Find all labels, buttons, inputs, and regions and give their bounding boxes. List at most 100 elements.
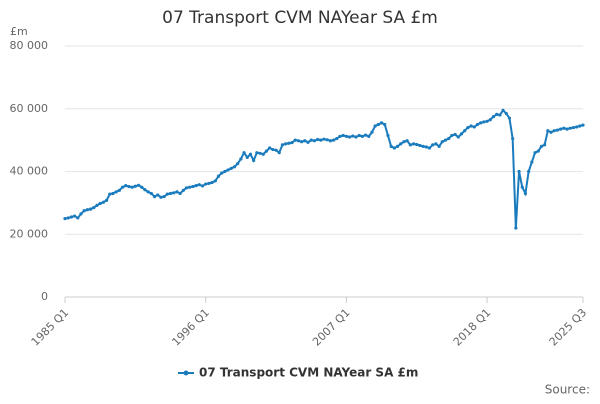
data-point	[95, 203, 99, 207]
data-point	[264, 149, 269, 153]
data-point	[274, 148, 278, 152]
data-point	[252, 158, 256, 163]
data-point	[450, 133, 454, 138]
data-point	[136, 183, 141, 187]
data-point	[559, 127, 563, 131]
data-point	[284, 142, 288, 146]
data-point	[184, 186, 189, 190]
data-point	[555, 128, 560, 132]
data-point	[472, 125, 476, 129]
data-point	[376, 122, 380, 127]
data-point	[418, 143, 422, 148]
data-point	[427, 146, 432, 150]
data-point	[475, 122, 480, 127]
data-point	[223, 169, 227, 174]
data-point	[200, 184, 205, 188]
data-point	[325, 138, 329, 142]
data-point	[434, 142, 438, 146]
data-point	[351, 134, 355, 138]
data-point	[300, 140, 304, 144]
data-point	[178, 191, 182, 196]
data-point	[546, 129, 550, 133]
data-point	[245, 155, 249, 159]
data-point	[347, 135, 352, 139]
data-point	[479, 121, 483, 125]
data-point	[261, 152, 265, 156]
data-point	[124, 184, 128, 188]
data-point	[437, 144, 441, 148]
data-point	[495, 112, 499, 116]
data-point	[232, 165, 237, 169]
data-point	[143, 188, 147, 192]
data-point	[453, 132, 457, 137]
data-point	[104, 198, 109, 202]
data-point	[466, 125, 470, 130]
data-point	[565, 127, 569, 131]
data-point	[242, 151, 246, 155]
legend-label: 07 Transport CVM NAYear SA £m	[199, 366, 418, 380]
data-point	[341, 133, 345, 138]
data-point	[504, 111, 508, 116]
data-point	[114, 190, 118, 194]
data-point	[309, 138, 313, 142]
data-point	[386, 133, 390, 138]
data-point	[405, 139, 409, 143]
data-point	[120, 185, 125, 189]
data-point	[459, 132, 464, 136]
data-point	[303, 139, 307, 143]
data-point	[331, 138, 336, 142]
data-point	[72, 214, 77, 218]
data-point	[306, 140, 310, 144]
data-point	[76, 216, 80, 220]
data-point	[213, 179, 217, 183]
data-point	[168, 191, 173, 196]
data-point	[271, 147, 275, 152]
data-point	[456, 135, 460, 139]
data-point	[507, 116, 512, 120]
data-point	[379, 121, 384, 125]
data-point	[399, 142, 403, 146]
data-point	[443, 138, 448, 142]
data-point	[421, 144, 425, 148]
data-point	[63, 216, 67, 221]
data-point	[236, 162, 240, 166]
data-point	[111, 191, 115, 196]
data-point	[530, 160, 534, 164]
data-point	[312, 139, 317, 143]
data-point	[469, 124, 473, 128]
data-point	[248, 152, 253, 156]
data-point	[156, 193, 160, 197]
data-point	[581, 123, 585, 127]
data-point	[101, 200, 105, 204]
data-point	[511, 136, 515, 141]
data-point	[575, 125, 579, 129]
data-point	[229, 166, 233, 170]
data-point	[491, 114, 496, 119]
data-point	[194, 184, 198, 188]
data-point	[207, 181, 211, 186]
data-point	[181, 188, 185, 192]
data-point	[159, 195, 163, 199]
data-point	[383, 122, 387, 127]
data-point	[79, 212, 83, 216]
data-point	[280, 143, 285, 147]
data-point	[357, 133, 361, 138]
data-point	[328, 139, 332, 143]
data-point	[239, 157, 243, 161]
data-point	[549, 130, 553, 134]
data-point	[392, 146, 396, 150]
data-point	[389, 144, 393, 148]
data-point	[501, 108, 505, 112]
data-point	[152, 195, 157, 199]
x-tick-label: 2018 Q1	[451, 306, 494, 349]
data-point	[539, 144, 544, 148]
data-point	[140, 185, 144, 189]
data-point	[255, 151, 259, 155]
data-point	[258, 151, 262, 155]
data-point	[226, 168, 230, 172]
data-point	[146, 190, 150, 194]
data-point	[402, 140, 406, 144]
y-tick-label: 80 000	[10, 39, 49, 52]
data-point	[578, 124, 582, 128]
data-point	[82, 209, 86, 213]
